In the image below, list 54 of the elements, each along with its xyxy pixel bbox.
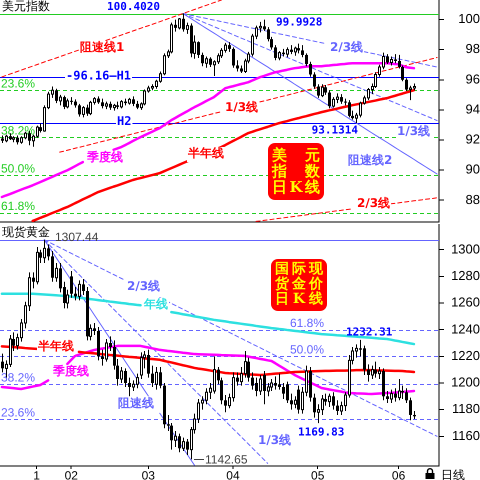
y-tick-label: 94 [466,101,480,116]
y-tick-label: 98 [466,41,480,56]
annotation: 99.9928 [276,15,322,28]
y-tick-label: 1240 [451,321,480,336]
annotation: 美元指数日K线 [272,146,320,196]
annotation: 国际现货金价日K线 [275,261,323,307]
x-tick-label: 02 [64,468,78,480]
x-tick-label: 1 [33,468,40,480]
x-tick-label: 04 [226,468,240,480]
series-label: 1/3线 [397,124,430,138]
y-tick-label: 1220 [451,348,480,363]
y-tick-label: 1280 [451,268,480,283]
y-tick-label: 90 [466,162,480,177]
series-label: 阻速线 [118,396,154,410]
annotation: 61.8% [290,316,324,330]
y-tick-label: 96 [466,71,480,86]
series-label: 年线 [143,297,168,312]
annotation: 50.0% [1,161,36,176]
ref-line-label: -96.16—H1 [66,68,132,82]
annotation: 23.6% [1,405,36,420]
series-label: 2/3线 [330,40,364,54]
series-label: 阻速线1 [80,40,124,54]
annotation: 1232.31 [346,325,393,338]
y-tick-label: 1180 [452,401,480,416]
y-tick-label: 92 [466,132,480,147]
ref-line-label: H2 [117,114,132,128]
y-tick-label: 1160 [452,428,480,443]
y-tick-label: 1260 [451,294,480,310]
annotation: 38.2% [1,124,36,138]
annotation: 93.1314 [312,123,358,136]
series-label: 阻速线2 [348,153,392,168]
series-label: 1/3线 [258,433,292,448]
y-tick-label: 100 [458,11,480,26]
annotation: 61.8% [1,198,36,213]
chart-title: 现货黄金 [2,225,50,239]
chart-title: 美元指数 [2,0,50,13]
series-label: 半年线 [37,339,74,354]
series-label: 2/3线 [357,196,390,210]
y-tick-label: 1300 [451,241,480,256]
annotation: 100.4020 [107,0,160,13]
series-label: 2/3线 [127,279,160,294]
x-tick-label: 06 [392,468,406,480]
annotation: 38.2% [1,370,36,385]
annotation: 23.6% [1,76,36,90]
series-label: 季度线 [86,150,123,164]
y-tick-label: 88 [466,192,480,207]
annotation: 1142.65 [205,452,248,466]
annotation: 50.0% [290,342,324,357]
x-tick-label: 05 [311,468,325,480]
series-label: 季度线 [52,364,89,378]
annotation: 1169.83 [298,426,344,439]
y-tick-label: 1200 [451,374,480,390]
series-label: 1/3线 [225,100,258,114]
x-tick-label: 03 [142,468,156,480]
